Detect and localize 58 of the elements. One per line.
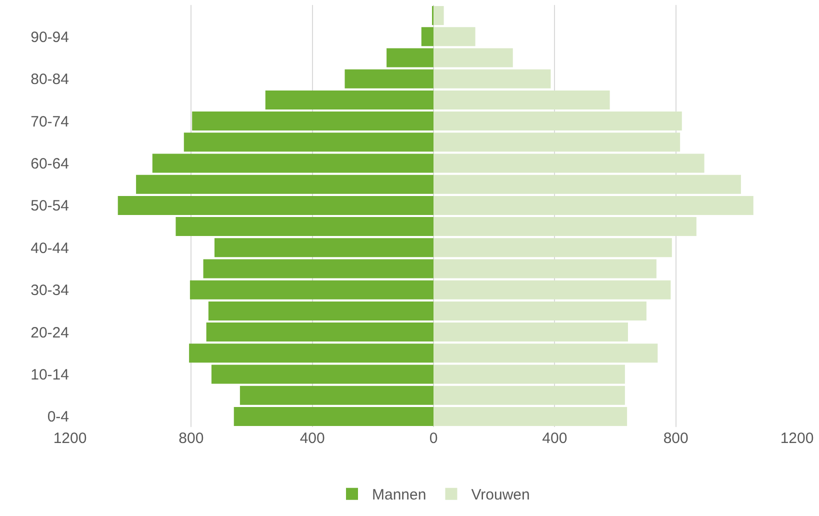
bar [386,48,434,68]
legend-label: Vrouwen [471,486,530,504]
bar [203,259,434,278]
bar [118,196,434,215]
bar [434,6,444,26]
x-tick-label: 0 [429,430,438,447]
bar [434,364,625,384]
bar [434,132,680,152]
x-tick-label: 400 [300,430,325,447]
x-tick-label: 1200 [53,430,87,447]
bar [234,406,434,426]
x-tick-label: 800 [178,430,204,447]
bar [190,280,434,300]
bar [421,27,434,46]
y-tick-label: 70-74 [30,113,69,130]
bar [434,301,646,320]
y-tick-label: 40-44 [30,240,69,257]
bar [184,132,434,152]
bar [189,344,434,363]
bar [240,386,434,405]
bar [434,344,658,363]
y-tick-label: 10-14 [30,366,69,384]
y-tick-label: 60-64 [30,156,69,172]
x-tick-label: 1200 [780,430,814,447]
bar [434,69,551,88]
bar [434,322,628,342]
x-tick-label: 400 [542,430,568,447]
bar [434,154,704,173]
bar [344,69,434,88]
bar [434,48,513,68]
y-tick-label: 20-24 [30,324,69,342]
x-tick-label: 800 [663,430,688,447]
bar [434,406,628,426]
bar [434,217,696,236]
y-tick-label: 80-84 [30,71,69,88]
bar [434,112,682,131]
y-tick-label: 30-34 [30,282,69,300]
bar [434,90,610,110]
bar [265,90,434,110]
bar [434,238,672,258]
bar [136,174,434,194]
bar [434,259,656,278]
bar [152,154,434,173]
y-tick-label: 50-54 [30,198,69,215]
bar [434,27,476,46]
bar [434,196,754,215]
bar [176,217,434,236]
bar [214,238,434,258]
bar [434,386,625,405]
y-tick-label: 0-4 [47,408,69,426]
bar [434,280,671,300]
bar [434,174,741,194]
bar [206,322,434,342]
y-tick-label: 90-94 [30,28,69,46]
bar [208,301,434,320]
bar [211,364,434,384]
legend-label: Mannen [372,486,426,504]
bar [192,112,434,131]
